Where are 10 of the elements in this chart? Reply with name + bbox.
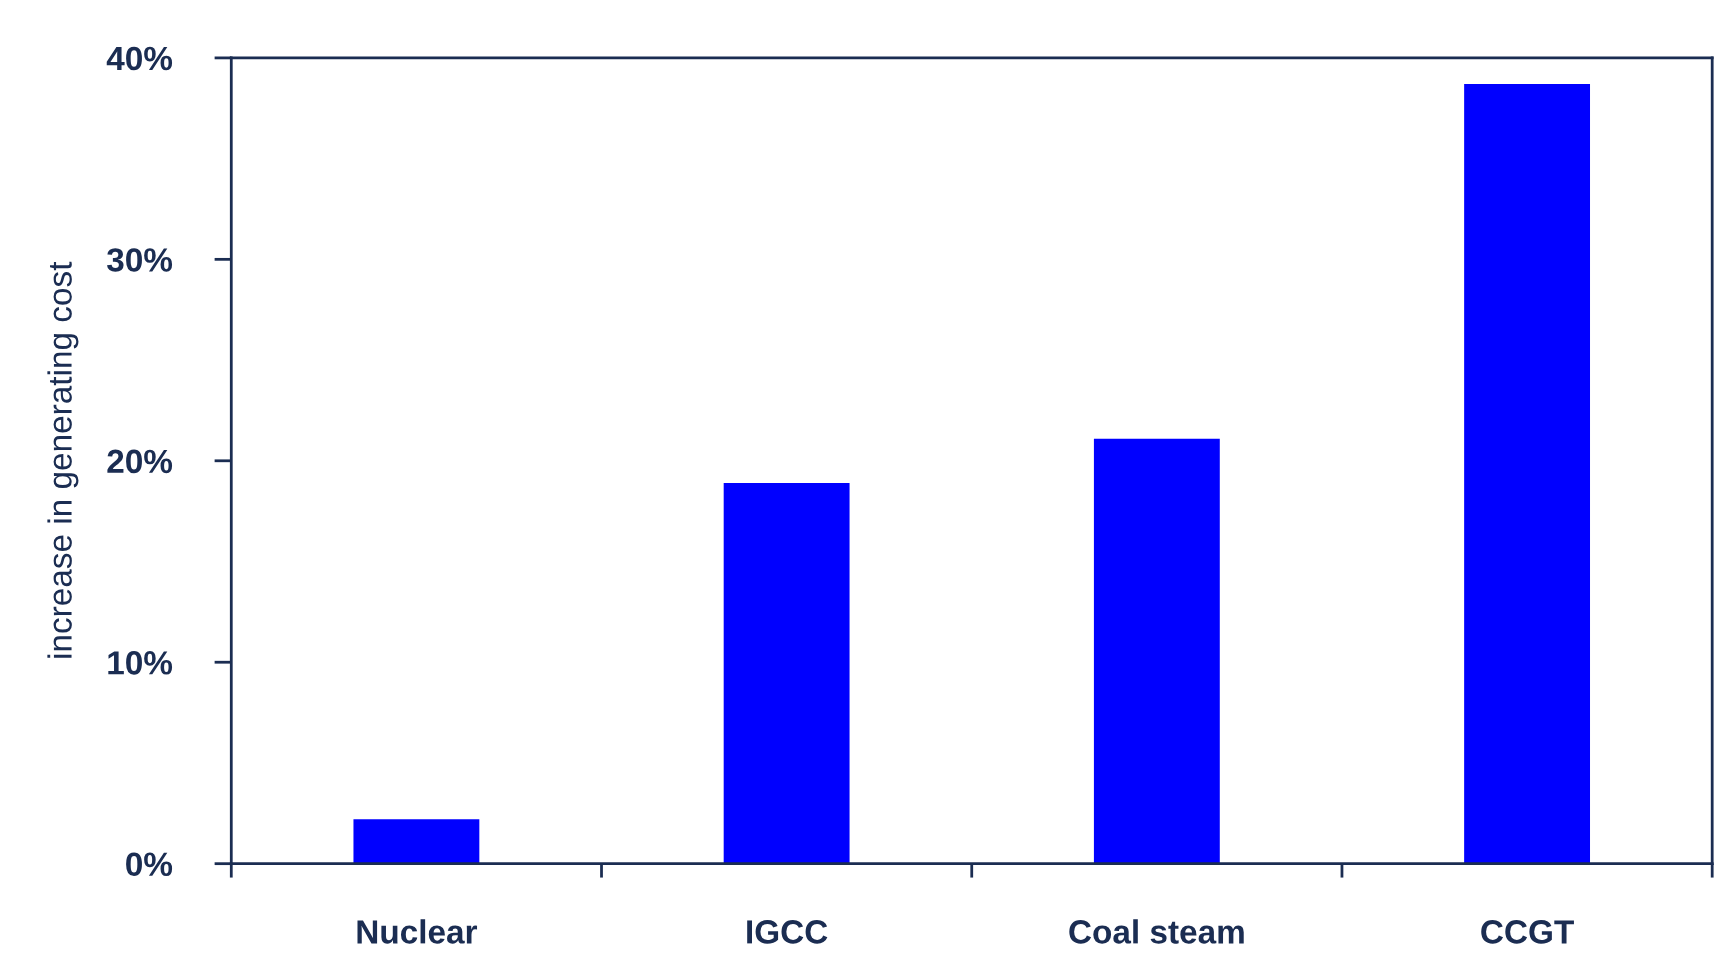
x-tick-label: CCGT bbox=[1481, 920, 1574, 944]
y-tick-label: 20% bbox=[107, 449, 173, 474]
x-tick-label: Nuclear bbox=[357, 919, 478, 944]
y-tick-label: 30% bbox=[107, 248, 173, 272]
x-tick-label: Coal steam bbox=[1069, 919, 1244, 944]
y-axis-title: increase in generating cost bbox=[47, 261, 79, 658]
y-tick-label: 40% bbox=[106, 46, 173, 71]
x-tick-label: IGCC bbox=[747, 920, 828, 944]
y-tick-label: 0% bbox=[126, 852, 173, 877]
y-tick-label: 10% bbox=[108, 651, 173, 675]
